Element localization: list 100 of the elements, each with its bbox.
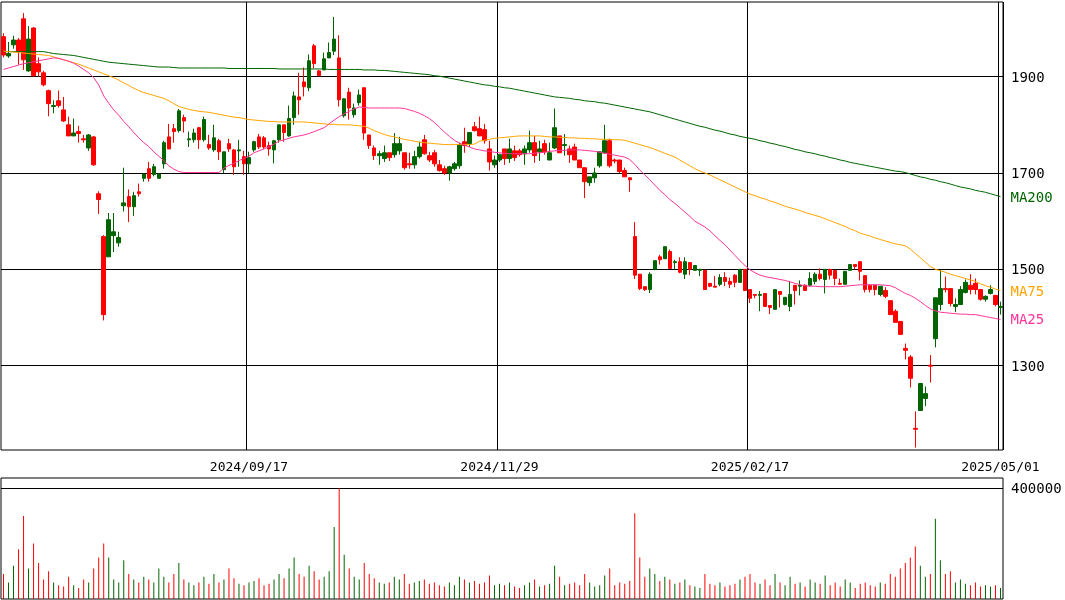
candlestick bbox=[823, 268, 827, 294]
candlestick bbox=[372, 145, 376, 161]
candlestick bbox=[668, 249, 672, 269]
candlestick bbox=[653, 260, 657, 271]
candlestick bbox=[342, 97, 346, 119]
candlestick bbox=[222, 151, 226, 174]
candlestick bbox=[127, 188, 131, 223]
y-tick-label: 1500 bbox=[1011, 261, 1045, 278]
candlestick bbox=[487, 140, 492, 172]
candlestick bbox=[362, 87, 366, 141]
candlestick bbox=[297, 72, 301, 116]
candlestick bbox=[177, 108, 181, 134]
candlestick bbox=[998, 301, 1003, 316]
candlestick bbox=[282, 124, 286, 143]
candlestick bbox=[56, 90, 61, 108]
candlestick bbox=[367, 134, 371, 150]
candlestick bbox=[648, 271, 652, 294]
candlestick bbox=[758, 290, 762, 312]
series-label: MA75 bbox=[1010, 282, 1045, 299]
candlestick bbox=[537, 140, 542, 162]
candlestick bbox=[217, 138, 221, 161]
candlestick bbox=[212, 124, 216, 153]
candlestick bbox=[903, 343, 908, 360]
candlestick bbox=[793, 284, 797, 306]
candlestick bbox=[738, 268, 742, 283]
candlestick bbox=[467, 132, 472, 148]
candlestick bbox=[913, 410, 918, 449]
y-tick-label: 1900 bbox=[1011, 68, 1045, 85]
x-tick-label: 2024/11/29 bbox=[460, 459, 539, 474]
candlestick bbox=[387, 152, 392, 162]
candlestick bbox=[76, 125, 81, 144]
candlestick bbox=[983, 294, 988, 303]
candlestick bbox=[838, 278, 842, 285]
candlestick bbox=[41, 70, 46, 87]
candlestick bbox=[347, 87, 351, 121]
candlestick bbox=[1, 32, 6, 58]
candlestick bbox=[778, 291, 782, 308]
candlestick bbox=[422, 134, 427, 156]
candlestick bbox=[883, 286, 888, 299]
candlestick bbox=[773, 289, 777, 310]
candlestick bbox=[307, 54, 311, 92]
candlestick bbox=[11, 35, 16, 50]
candlestick bbox=[993, 294, 998, 307]
x-tick-label: 2024/09/17 bbox=[209, 459, 289, 474]
candlestick bbox=[547, 142, 552, 161]
candlestick bbox=[247, 151, 251, 174]
candlestick bbox=[658, 254, 662, 266]
candlestick bbox=[552, 107, 557, 150]
candlestick bbox=[182, 114, 186, 134]
candlestick bbox=[908, 354, 913, 388]
candlestick bbox=[6, 41, 11, 59]
candlestick bbox=[142, 173, 146, 183]
candlestick bbox=[357, 89, 361, 107]
candlestick bbox=[172, 123, 176, 144]
candlestick bbox=[167, 123, 171, 150]
candlestick bbox=[96, 190, 101, 215]
candlestick bbox=[502, 148, 507, 166]
candlestick bbox=[818, 267, 822, 281]
candlestick bbox=[302, 67, 306, 97]
candlestick bbox=[332, 16, 336, 56]
candlestick bbox=[132, 191, 136, 217]
candlestick bbox=[562, 133, 567, 157]
series-label: MA200 bbox=[1010, 188, 1053, 205]
y-tick-label: 1700 bbox=[1011, 165, 1045, 182]
candlestick bbox=[848, 264, 852, 271]
candlestick bbox=[162, 140, 166, 170]
candlestick bbox=[237, 139, 241, 168]
candlestick bbox=[673, 259, 677, 270]
y-tick-label: 1300 bbox=[1011, 357, 1045, 374]
candlestick bbox=[507, 138, 512, 164]
y-tick-label: 400000 bbox=[1011, 480, 1062, 497]
candlestick bbox=[66, 116, 71, 137]
candlestick bbox=[843, 270, 847, 285]
candlestick bbox=[116, 231, 121, 248]
candlestick bbox=[81, 134, 86, 144]
candlestick bbox=[252, 140, 256, 153]
candlestick bbox=[86, 133, 91, 152]
candlestick bbox=[688, 262, 692, 276]
candlestick bbox=[61, 96, 66, 123]
candlestick bbox=[202, 116, 206, 143]
candlestick bbox=[137, 183, 141, 198]
candlestick bbox=[71, 118, 76, 137]
candlestick bbox=[663, 246, 667, 260]
candlestick bbox=[287, 105, 291, 138]
candlestick bbox=[532, 135, 537, 164]
candlestick bbox=[878, 285, 883, 297]
candlestick bbox=[988, 284, 993, 295]
candlestick bbox=[292, 91, 296, 126]
candlestick bbox=[147, 161, 151, 183]
candlestick bbox=[91, 135, 96, 167]
candlestick bbox=[277, 124, 281, 144]
x-tick-label: 2025/05/01 bbox=[961, 459, 1040, 474]
candlestick bbox=[928, 354, 933, 384]
candlestick bbox=[683, 256, 687, 280]
series-label: MA25 bbox=[1010, 311, 1045, 328]
candlestick bbox=[101, 234, 106, 321]
candlestick bbox=[678, 256, 682, 274]
candlestick bbox=[718, 273, 722, 287]
candlestick bbox=[317, 69, 321, 77]
x-tick-label: 2025/02/17 bbox=[710, 459, 790, 474]
